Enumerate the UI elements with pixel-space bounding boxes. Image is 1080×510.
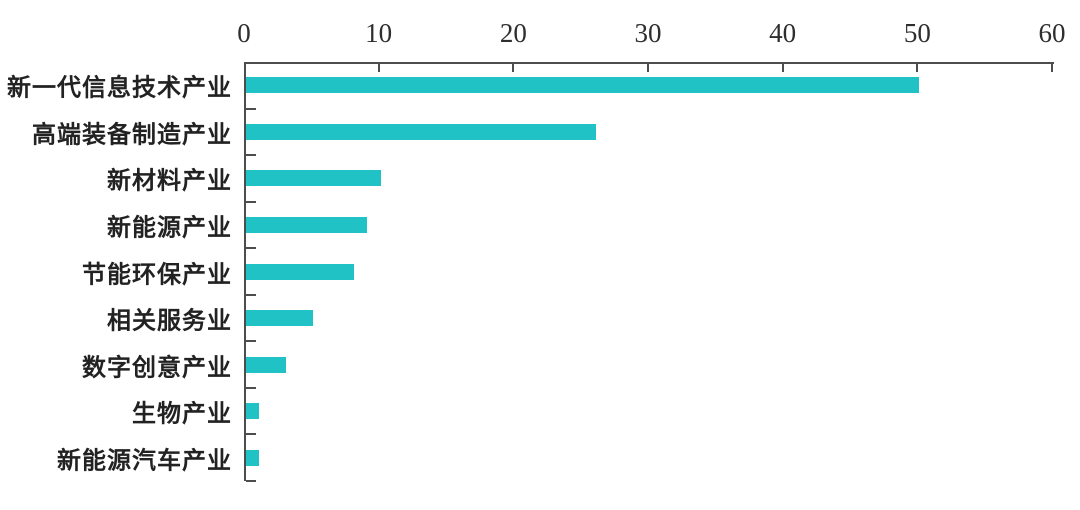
category-label-3: 新能源产业 — [107, 215, 232, 242]
bar-3 — [246, 216, 368, 233]
bar-8 — [246, 449, 260, 466]
category-label-2: 新材料产业 — [107, 168, 232, 195]
y-axis-tick — [246, 154, 256, 157]
bar-6 — [246, 356, 287, 373]
y-axis-tick — [246, 480, 256, 482]
category-label-1: 高端装备制造产业 — [32, 122, 232, 149]
x-axis-tick — [1051, 64, 1053, 72]
category-label-8: 新能源汽车产业 — [57, 448, 232, 475]
x-axis-tick — [916, 64, 919, 72]
bar-4 — [246, 263, 354, 280]
y-axis-tick — [246, 340, 256, 343]
category-label-7: 生物产业 — [132, 401, 232, 428]
bar-2 — [246, 170, 381, 187]
x-axis-tick — [512, 64, 515, 72]
x-axis-tick-label: 40 — [769, 18, 797, 48]
x-axis-tick — [781, 64, 784, 72]
y-axis-tick — [246, 386, 256, 389]
bar-0 — [246, 77, 920, 94]
x-axis-tick-label: 60 — [1038, 18, 1066, 48]
y-axis-tick — [246, 200, 256, 203]
bar-5 — [246, 310, 314, 327]
x-axis-tick-label: 30 — [634, 18, 662, 48]
x-axis-tick-label: 10 — [365, 18, 393, 48]
y-axis-tick — [246, 293, 256, 296]
x-axis-tick — [377, 64, 380, 72]
bar-1 — [246, 123, 597, 140]
category-label-4: 节能环保产业 — [82, 262, 232, 288]
category-label-6: 数字创意产业 — [82, 355, 232, 382]
y-axis-tick — [246, 247, 256, 250]
x-axis-line — [244, 62, 1054, 64]
x-axis-tick-label: 20 — [499, 18, 527, 48]
category-label-5: 相关服务业 — [107, 308, 232, 335]
y-axis-line — [244, 62, 246, 481]
x-axis-tick-label: 0 — [237, 18, 251, 48]
bar-7 — [246, 403, 260, 420]
x-axis-tick-label: 50 — [903, 18, 931, 48]
y-axis-tick — [246, 433, 256, 436]
x-axis-tick — [647, 64, 649, 72]
y-axis-tick — [246, 107, 256, 110]
category-label-0: 新一代信息技术产业 — [7, 75, 232, 102]
